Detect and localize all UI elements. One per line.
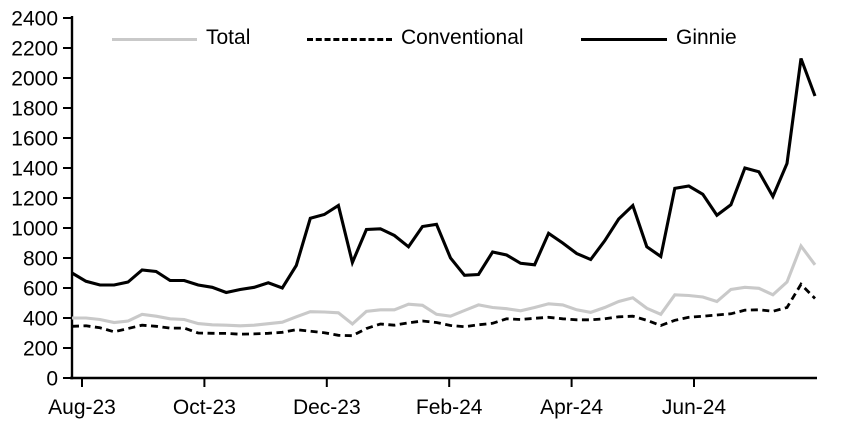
legend-label-ginnie: Ginnie <box>676 26 737 49</box>
legend-sample-conventional <box>307 38 392 41</box>
legend-label-total: Total <box>206 26 251 49</box>
series-line-total <box>72 242 817 328</box>
y-tick-label: 1000 <box>11 218 58 241</box>
y-tick-label: 2200 <box>11 38 58 61</box>
legend-label-conventional: Conventional <box>401 26 524 49</box>
y-tick-label: 1600 <box>11 128 58 151</box>
x-tick-label: Jun-24 <box>662 396 727 419</box>
legend-sample-total <box>112 38 197 41</box>
y-tick-label: 0 <box>46 368 58 391</box>
y-tick-label: 1200 <box>11 188 58 211</box>
y-tick-label: 2000 <box>11 68 58 91</box>
y-tick-label: 2400 <box>11 8 58 31</box>
x-tick-label: Feb-24 <box>416 396 483 419</box>
y-tick-label: 1800 <box>11 98 58 121</box>
y-tick-label: 1400 <box>11 158 58 181</box>
x-tick-label: Oct-23 <box>173 396 236 419</box>
y-tick-label: 200 <box>23 338 58 361</box>
series-line-ginnie <box>71 57 817 295</box>
x-axis: Aug-23 Oct-23 Dec-23 Feb-24 Apr-24 Jun-24 <box>48 376 817 419</box>
y-tick-label: 800 <box>23 248 58 271</box>
legend-sample-ginnie <box>581 38 667 41</box>
y-tick-label: 600 <box>23 278 58 301</box>
x-tick-label: Dec-23 <box>293 396 361 419</box>
y-tick-label: 400 <box>23 308 58 331</box>
series-line-conventional <box>71 282 816 338</box>
x-tick-label: Aug-23 <box>48 396 116 419</box>
x-tick-label: Apr-24 <box>540 396 603 419</box>
y-axis: 0 200 400 600 800 1000 1200 1400 1600 1800 2000 220… <box>11 8 74 391</box>
